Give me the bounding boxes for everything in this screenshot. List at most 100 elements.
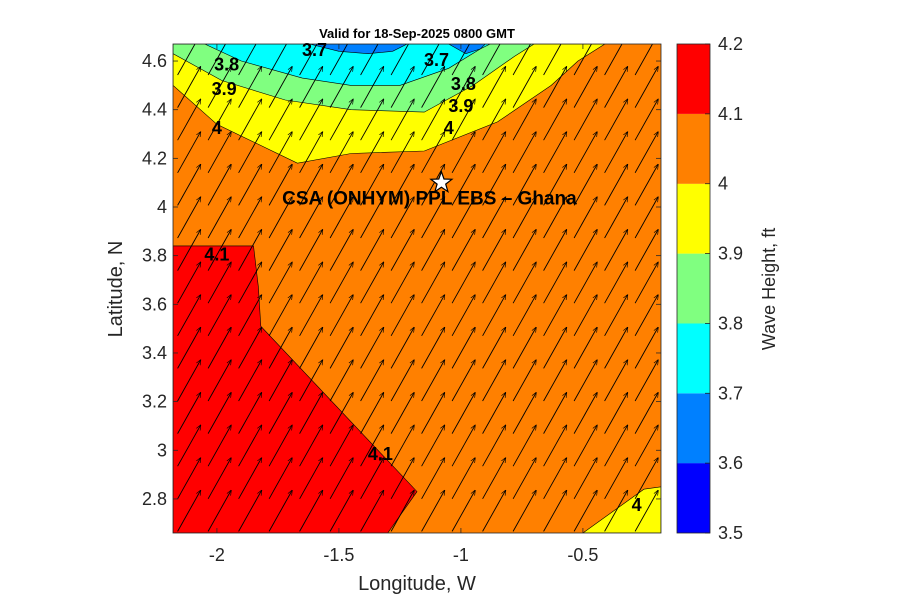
contour-region-4.1-0 <box>173 245 418 533</box>
colorbar-swatch <box>677 113 710 184</box>
colorbar-tick-label: 3.8 <box>718 313 743 333</box>
wind-vector-arrow <box>543 393 567 434</box>
wind-vector-arrow <box>299 67 323 108</box>
wind-vector-arrow <box>604 327 628 369</box>
wind-vector-arrow <box>360 425 384 467</box>
wind-vector-arrow <box>207 67 231 108</box>
wind-vector-arrow <box>268 132 292 174</box>
wind-vector-arrow <box>573 230 597 271</box>
wind-vector-arrow <box>360 44 379 76</box>
contour-label: 4.1 <box>204 244 229 264</box>
wind-vector-arrow <box>329 44 349 76</box>
y-tick-label: 3.8 <box>142 246 167 266</box>
wind-vector-arrow <box>177 99 201 141</box>
wind-vector-arrow <box>177 327 201 369</box>
wind-vector-arrow <box>421 44 440 76</box>
wind-vector-arrow <box>390 197 414 239</box>
wind-vector-arrow <box>543 295 567 337</box>
wind-vector-arrow <box>207 295 231 337</box>
wind-vector-arrow <box>299 425 323 467</box>
wind-vector-arrow <box>604 132 628 174</box>
wind-vector-arrow <box>634 458 658 500</box>
wind-vector-arrow <box>573 425 597 467</box>
wind-vector-arrow <box>634 67 658 108</box>
wind-vector-arrow <box>604 393 628 434</box>
wind-vector-arrow <box>421 490 445 532</box>
wind-vector-arrow <box>604 44 623 76</box>
wind-vector-arrow <box>177 490 201 532</box>
wind-vector-arrow <box>268 360 292 402</box>
wind-vector-arrow <box>482 99 506 141</box>
wind-vector-arrow <box>390 425 414 467</box>
wind-vector-arrow <box>238 295 262 337</box>
wind-vector-arrow <box>238 425 262 467</box>
wind-vector-arrow <box>207 99 231 141</box>
wind-vector-arrow <box>329 164 353 206</box>
colorbar: 3.5 3.6 3.7 3.8 3.9 4 4.1 4.2 <box>676 34 743 543</box>
wind-vector-arrow <box>299 197 323 239</box>
wind-vector-arrow <box>360 230 384 271</box>
wind-vector-arrow <box>238 164 262 206</box>
wind-vector-arrow <box>573 458 597 500</box>
contour-label: 4.1 <box>368 444 393 464</box>
wind-vector-arrow <box>543 425 567 467</box>
site-star-icon <box>429 169 454 194</box>
wind-vector-arrow <box>360 327 384 369</box>
y-tick-label: 2.8 <box>142 489 167 509</box>
wind-vector-arrow <box>543 44 562 76</box>
wind-vector-arrow <box>299 230 323 271</box>
wind-vector-arrow <box>329 67 353 108</box>
wind-vector-arrow <box>238 99 262 141</box>
contour-label: 4 <box>632 495 642 515</box>
wind-vector-arrow <box>512 327 536 369</box>
wind-vector-arrow <box>451 44 471 76</box>
x-tick-label: -1 <box>453 545 469 565</box>
wind-vector-arrow <box>543 230 567 271</box>
wind-vector-arrow <box>634 360 658 402</box>
wind-vector-arrow <box>543 164 567 206</box>
wind-vector-arrow <box>268 295 292 337</box>
colorbar-swatch <box>677 44 710 114</box>
contour-label: 3.7 <box>302 40 327 60</box>
wind-vector-arrow <box>512 458 536 500</box>
wind-vector-arrow <box>512 393 536 434</box>
wind-vector-arrow <box>512 67 536 108</box>
wind-vector-arrow <box>360 490 384 532</box>
wind-vector-arrow <box>177 164 201 206</box>
wind-vector-arrow <box>512 230 536 271</box>
wind-vector-arrow <box>421 67 445 108</box>
wind-vector-arrow <box>207 490 231 532</box>
wind-vector-arrow <box>390 99 414 141</box>
wind-vector-arrow <box>634 99 658 141</box>
y-tick-label: 3.4 <box>142 343 167 363</box>
colorbar-swatch <box>677 463 710 533</box>
wind-vector-arrow <box>604 490 628 532</box>
wind-vector-arrow <box>604 67 628 108</box>
colorbar-frame <box>676 43 711 534</box>
wind-vector-arrow <box>634 44 654 76</box>
wind-vector-arrow <box>421 393 445 434</box>
wind-vector-arrow <box>238 458 262 500</box>
wind-vector-arrow <box>634 262 658 304</box>
wind-vector-arrow <box>329 360 353 402</box>
wind-vector-arrow <box>299 132 323 174</box>
plot-frame <box>172 43 662 534</box>
wind-vector-arrow <box>512 490 536 532</box>
colorbar-tick-label: 4 <box>718 174 728 194</box>
wind-vector-arrow <box>604 458 628 500</box>
wind-vector-arrow <box>238 262 262 304</box>
wind-vector-arrow <box>207 425 231 467</box>
wind-vector-arrow <box>512 262 536 304</box>
wind-vector-arrow <box>634 164 658 206</box>
wind-vector-arrow <box>299 262 323 304</box>
wind-vector-arrow <box>268 490 292 532</box>
wind-vector-arrow <box>451 393 475 434</box>
wind-vector-arrow <box>543 327 567 369</box>
wind-vector-arrow <box>634 132 658 174</box>
colorbar-tick-label: 3.9 <box>718 244 743 264</box>
wind-vector-arrow <box>390 67 414 108</box>
contour-label: 4 <box>444 118 454 138</box>
wind-vector-arrow <box>482 360 506 402</box>
wind-vector-arrow <box>512 197 536 239</box>
